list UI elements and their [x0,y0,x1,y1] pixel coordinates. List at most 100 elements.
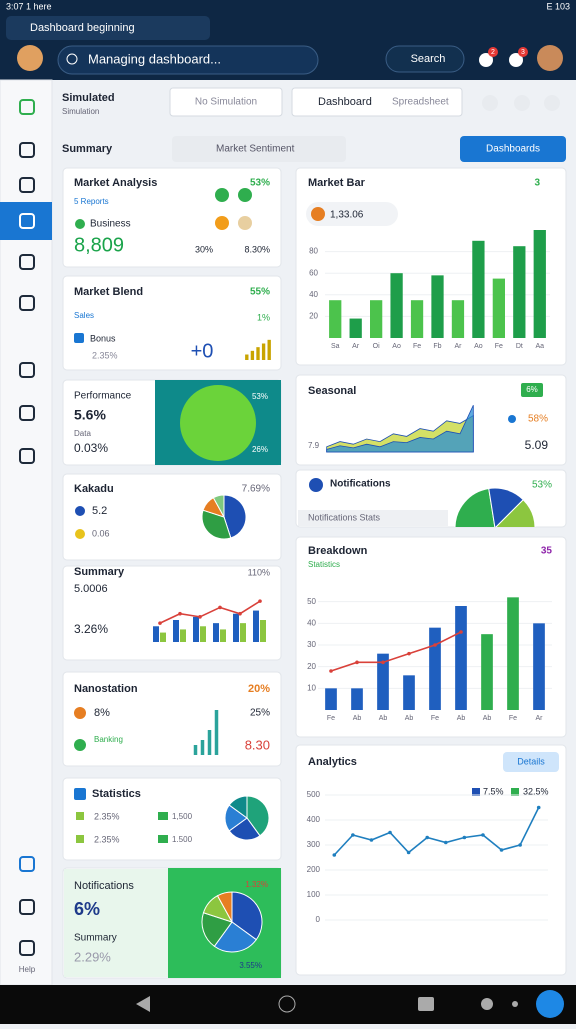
details-button[interactable] [503,752,559,772]
label: 1,33.06 [330,210,364,221]
label: 2.35% [94,834,120,844]
bar [160,632,166,642]
search-box[interactable] [57,45,319,75]
search-text: Managing dashboard... [88,51,221,66]
sidebar-icon[interactable] [19,142,35,158]
sidebar-icon[interactable] [19,295,35,311]
x-tick-label: Ab [457,715,466,722]
label: Summary [74,566,125,578]
sidebar-icon[interactable] [19,254,35,270]
legend-swatch [511,788,519,796]
value: 3.26% [74,622,108,636]
line-point [388,830,392,835]
sidebar-icon[interactable] [19,856,35,872]
x-tick-label: Sa [331,343,340,350]
y-tick-label: 0 [316,915,321,924]
card [295,744,567,976]
toolbar-icon [482,95,498,111]
line-point [332,853,337,857]
label: 3.55% [239,961,262,970]
x-tick-label: Fe [327,715,335,722]
sidebar-icon[interactable] [19,213,35,229]
bar [533,623,545,710]
label: Bonus [90,333,116,343]
x-tick-label: Ab [405,715,414,722]
line-point [406,850,411,855]
nav-back[interactable] [136,996,150,1012]
bar [377,653,389,710]
dashboards-button[interactable] [460,136,566,162]
badge: 53% [252,392,268,401]
sidebar-icon[interactable] [19,940,35,956]
badge: 6% [526,385,538,394]
sidebar-icon[interactable] [19,177,35,193]
bar [250,350,255,360]
label: 7.5% [483,786,504,796]
x-tick-label: Ab [353,715,362,722]
toolbar-button[interactable] [291,87,463,117]
sidebar-icon[interactable] [19,405,35,421]
icon [66,53,78,65]
chip[interactable] [172,136,346,162]
search-button[interactable] [385,45,465,73]
label: Business [90,219,131,230]
badge: 55% [250,287,270,298]
line-point [158,621,162,625]
bar [260,620,266,642]
button-label: Dashboards [486,144,540,155]
badge-count: 3 [521,49,525,56]
icon [74,788,86,800]
y-tick-label: 20 [309,312,318,321]
y-tick-label: 20 [307,662,316,671]
sidebar-icon[interactable] [19,448,35,464]
bar [253,610,259,642]
line [159,600,261,624]
sidebar-icon[interactable] [19,362,35,378]
icon [158,812,168,820]
nav-recent[interactable] [418,997,434,1011]
pie-slice [495,499,536,527]
line-point [425,835,430,840]
chip-text: Market Sentiment [216,144,295,155]
bar [349,318,362,338]
x-tick-label: Oi [373,343,380,350]
bar [390,273,403,338]
pill [306,202,398,226]
label: Analytics [308,756,357,768]
browser-tab[interactable] [6,16,210,40]
pie-slice [231,891,263,941]
sidebar-active[interactable] [0,202,52,240]
sidebar-icon[interactable] [19,899,35,915]
pie-slice [246,795,270,837]
x-tick-label: Ar [352,343,360,350]
toolbar-icon [514,95,530,111]
label: Nanostation [74,683,138,695]
label: 0.03% [74,441,108,455]
notification-icon [479,53,493,67]
bar [261,343,266,360]
label: 2.35% [92,350,118,360]
x-tick-label: Ar [536,715,544,722]
label: 1% [257,312,270,322]
badge: 110% [248,567,270,577]
toolbar-title: Simulated [62,92,115,104]
y-tick-label: 100 [307,890,321,899]
y-tick-label: 300 [307,840,321,849]
label: Breakdown [308,545,368,557]
bar [370,300,383,338]
y-tick-label: 40 [307,618,316,627]
fab [536,990,564,1018]
card [62,565,282,661]
status-time: 3:07 1 here [6,1,52,11]
legend-swatch [472,788,480,796]
bar [507,597,519,710]
nav-icon [512,1001,518,1007]
input[interactable] [169,87,283,117]
y-tick-label: 40 [309,290,318,299]
bar [245,354,249,360]
x-tick-label: Fe [431,715,439,722]
label: Market Blend [74,286,143,298]
sidebar-icon[interactable] [19,99,35,115]
button-hint: Spreadsheet [392,97,449,108]
label: 1,500 [172,812,193,821]
